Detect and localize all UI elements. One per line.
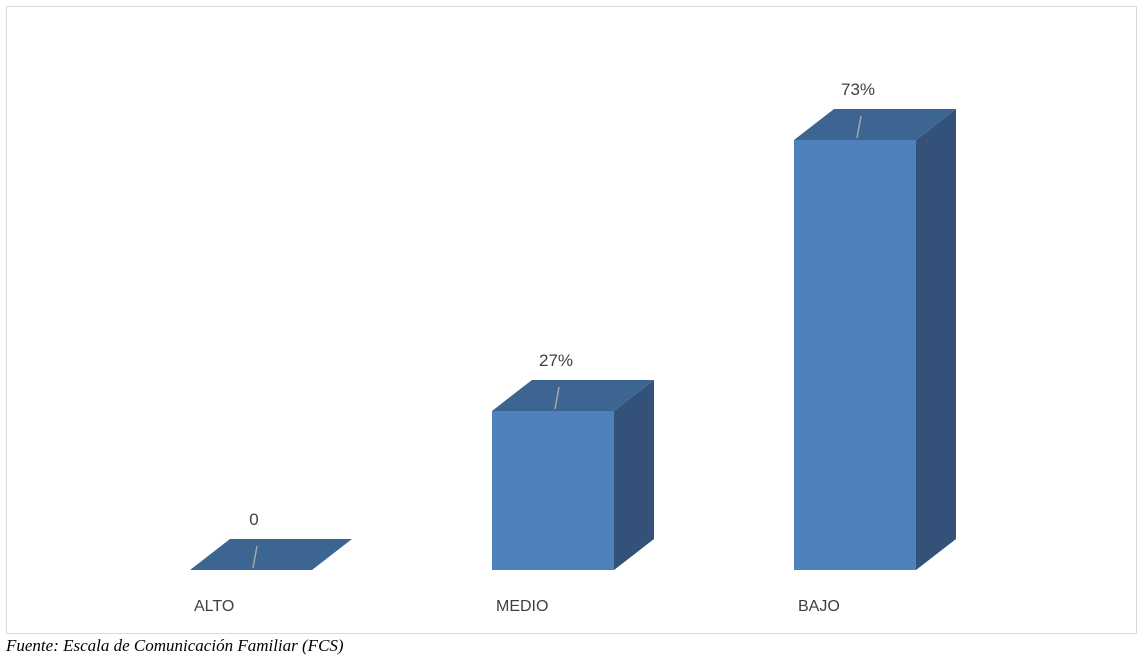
data-label-medio: 27%: [539, 351, 573, 370]
bar-top-bajo: [794, 109, 956, 140]
leader-line-medio: [554, 386, 560, 410]
category-label-alto: ALTO: [194, 598, 234, 615]
leader-line-alto: [252, 545, 258, 569]
source-note: Fuente: Escala de Comunicación Familiar …: [6, 636, 344, 655]
bar-top-alto: [190, 539, 352, 570]
category-label-bajo: BAJO: [798, 598, 840, 615]
bar-front-medio: [492, 410, 614, 570]
bar-side-medio: [614, 379, 654, 570]
leader-line-bajo: [856, 115, 862, 139]
data-label-alto: 0: [249, 510, 258, 529]
bar-front-bajo: [794, 140, 916, 570]
bar-top-medio: [492, 379, 654, 411]
bar-side-bajo: [916, 109, 956, 570]
data-label-bajo: 73%: [841, 80, 875, 99]
category-label-medio: MEDIO: [496, 598, 548, 615]
